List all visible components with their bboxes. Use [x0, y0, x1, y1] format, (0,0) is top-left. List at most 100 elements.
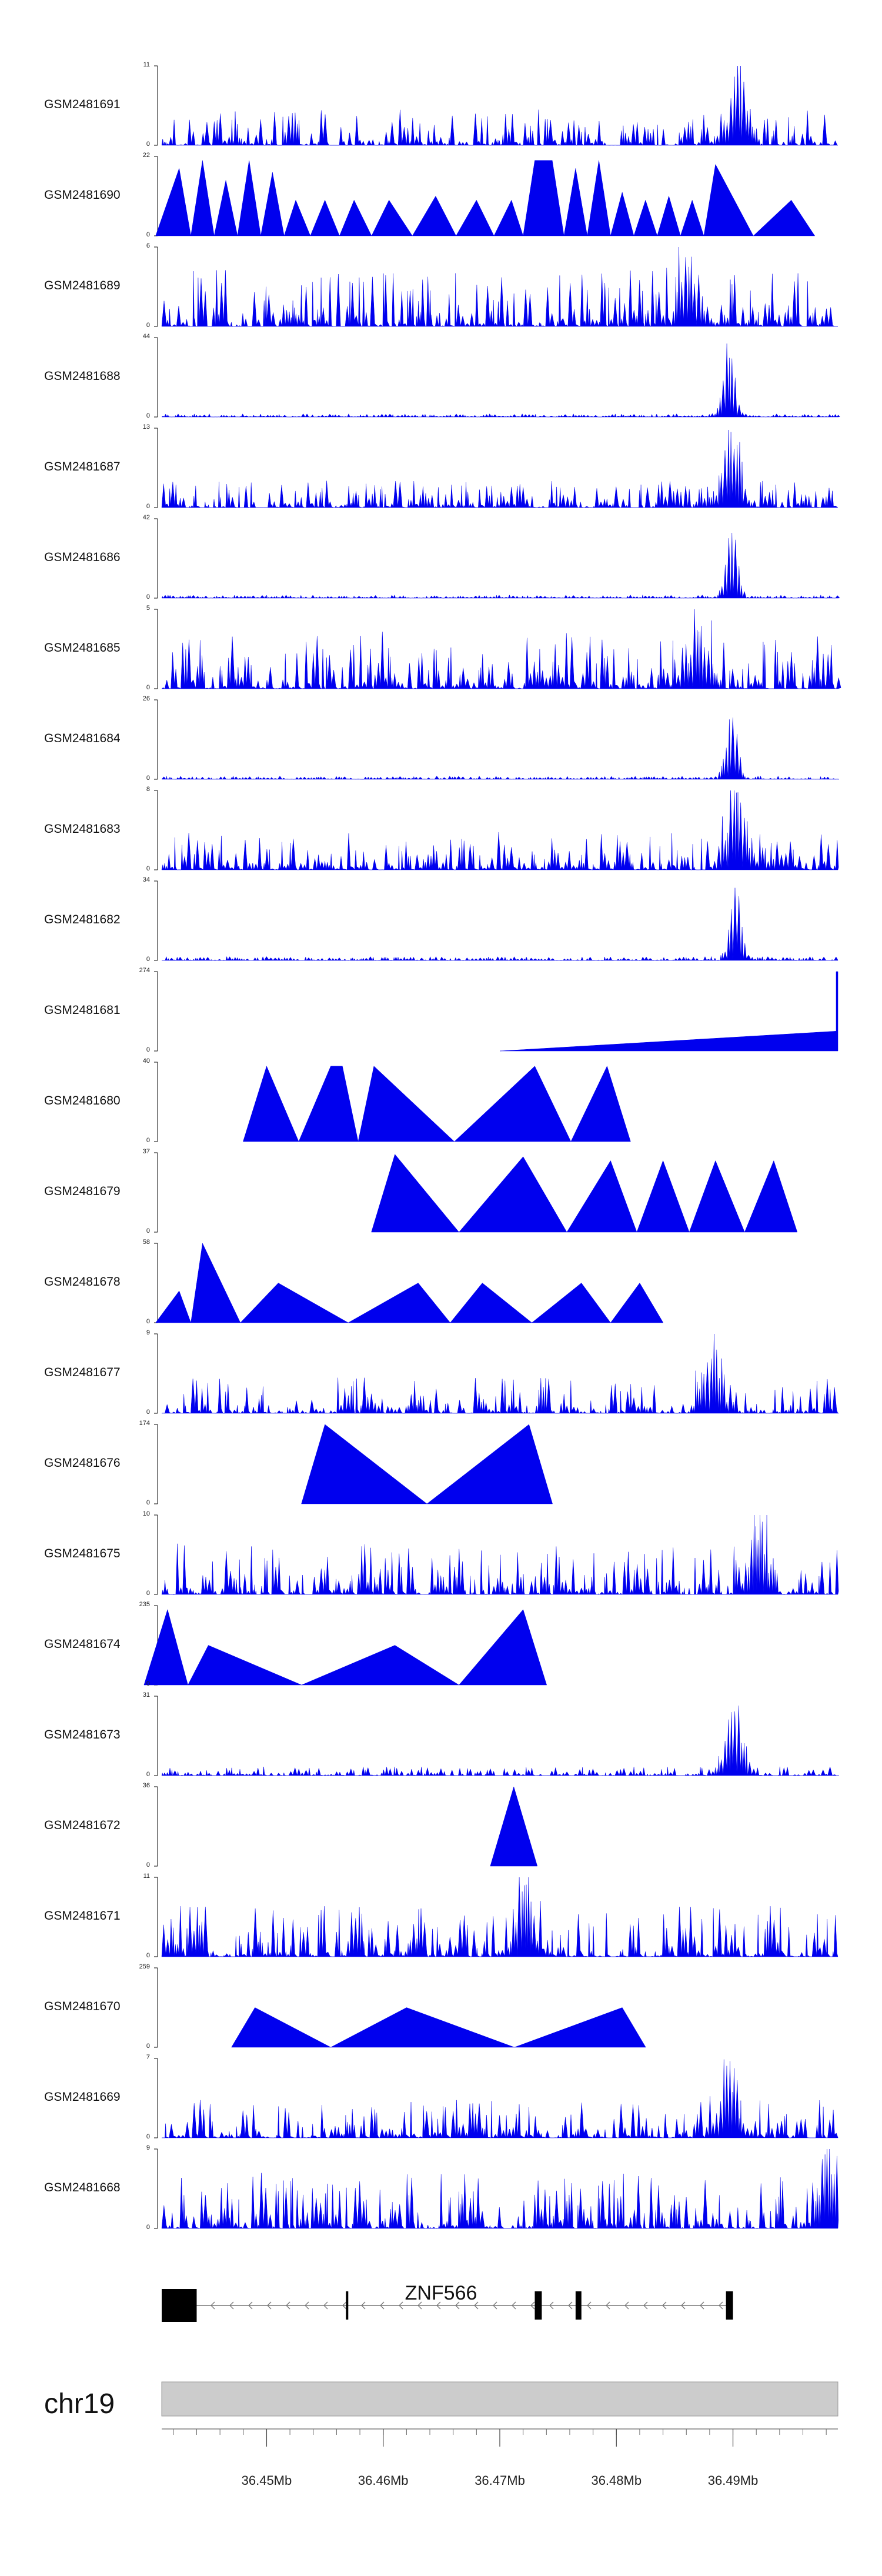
track-max-label: 8 [146, 786, 150, 793]
strand-arrow-icon [606, 2301, 610, 2310]
track-max-label: 11 [143, 1873, 150, 1880]
strand-arrow-icon [700, 2301, 704, 2310]
strand-arrow-icon [512, 2301, 516, 2310]
strand-arrow-icon [719, 2301, 723, 2310]
track-max-label: 58 [142, 1239, 150, 1246]
track-zero-label: 0 [146, 2133, 150, 2140]
coverage-series-GSM2481669 [161, 2059, 838, 2138]
track-zero-label: 0 [146, 593, 150, 600]
strand-arrow-icon [455, 2301, 460, 2310]
coverage-series-GSM2481680 [243, 1066, 631, 1142]
axis-tick-label: 36.46Mb [358, 2473, 409, 2488]
strand-arrow-icon [624, 2301, 629, 2310]
strand-arrow-icon [568, 2301, 573, 2310]
track-label-GSM2481668: GSM2481668 [44, 2180, 121, 2194]
track-label-GSM2481680: GSM2481680 [44, 1093, 121, 1107]
track-label-GSM2481670: GSM2481670 [44, 1999, 121, 2013]
track-max-label: 44 [142, 333, 150, 340]
coverage-series-GSM2481674 [143, 1609, 547, 1686]
chromosome-label: chr19 [44, 2388, 115, 2420]
track-max-label: 235 [139, 1601, 150, 1608]
track-zero-label: 0 [146, 141, 150, 148]
coverage-series-GSM2481676 [301, 1424, 553, 1504]
strand-arrow-icon [267, 2301, 272, 2310]
track-label-GSM2481686: GSM2481686 [44, 550, 121, 564]
track-zero-label: 0 [146, 1680, 150, 1687]
track-zero-label: 0 [146, 231, 150, 238]
strand-arrow-icon [342, 2301, 347, 2310]
track-label-GSM2481681: GSM2481681 [44, 1003, 121, 1017]
track-zero-label: 0 [146, 1137, 150, 1144]
coverage-series-GSM2481688 [161, 343, 840, 418]
track-label-GSM2481691: GSM2481691 [44, 97, 121, 111]
strand-arrow-icon [587, 2301, 592, 2310]
axis-tick-label: 36.49Mb [707, 2473, 759, 2488]
track-zero-label: 0 [146, 412, 150, 419]
track-label-GSM2481684: GSM2481684 [44, 731, 121, 745]
track-label-GSM2481672: GSM2481672 [44, 1818, 121, 1832]
track-zero-label: 0 [146, 1771, 150, 1778]
coverage-series-GSM2481682 [161, 887, 838, 961]
track-max-label: 174 [139, 1420, 150, 1427]
coverage-series-GSM2481677 [161, 1333, 840, 1414]
track-label-GSM2481675: GSM2481675 [44, 1546, 121, 1560]
track-zero-label: 0 [146, 956, 150, 963]
axis-tick-label: 36.48Mb [591, 2473, 642, 2488]
track-zero-label: 0 [146, 2224, 150, 2231]
strand-arrow-icon [662, 2301, 667, 2310]
coverage-series-GSM2481684 [161, 718, 839, 780]
coverage-series-GSM2481668 [161, 2148, 839, 2229]
track-label-GSM2481676: GSM2481676 [44, 1456, 121, 1470]
track-max-label: 31 [142, 1691, 150, 1699]
strand-arrow-icon [530, 2301, 535, 2310]
axis-tick-label: 36.45Mb [241, 2473, 292, 2488]
track-max-label: 36 [142, 1782, 150, 1789]
track-label-GSM2481669: GSM2481669 [44, 2090, 121, 2104]
track-max-label: 9 [146, 2144, 150, 2151]
track-zero-label: 0 [146, 1409, 150, 1416]
track-label-GSM2481685: GSM2481685 [44, 640, 121, 655]
track-max-label: 13 [142, 423, 150, 431]
strand-arrow-icon [493, 2301, 497, 2310]
strand-arrow-icon [681, 2301, 686, 2310]
gene-exon [346, 2291, 349, 2320]
strand-arrow-icon [323, 2301, 328, 2310]
strand-arrow-icon [305, 2301, 309, 2310]
coverage-series-GSM2481673 [161, 1705, 839, 1776]
coverage-series-GSM2481690 [155, 160, 816, 236]
strand-arrow-icon [211, 2301, 215, 2310]
track-zero-label: 0 [146, 1499, 150, 1506]
track-max-label: 42 [142, 514, 150, 521]
track-zero-label: 0 [146, 2043, 150, 2050]
coverage-series-GSM2481686 [161, 533, 840, 599]
track-label-GSM2481687: GSM2481687 [44, 459, 121, 473]
strand-arrow-icon [474, 2301, 479, 2310]
coverage-series-GSM2481670 [231, 2007, 646, 2048]
track-max-label: 22 [142, 152, 150, 159]
track-label-GSM2481674: GSM2481674 [44, 1637, 121, 1651]
track-max-label: 34 [142, 876, 150, 883]
coverage-series-GSM2481687 [161, 429, 838, 508]
chromosome-ideogram [161, 2381, 838, 2417]
coverage-series-GSM2481679 [371, 1154, 798, 1233]
gene-exon [726, 2291, 733, 2320]
track-label-GSM2481671: GSM2481671 [44, 1908, 121, 1923]
gene-exon [534, 2291, 542, 2320]
coverage-series-GSM2481671 [161, 1877, 838, 1957]
track-label-GSM2481690: GSM2481690 [44, 188, 121, 202]
track-max-label: 26 [142, 695, 150, 702]
track-label-GSM2481689: GSM2481689 [44, 278, 121, 292]
track-max-label: 7 [146, 2054, 150, 2061]
strand-arrow-icon [399, 2301, 403, 2310]
track-zero-label: 0 [146, 1046, 150, 1053]
coverage-series-GSM2481691 [161, 65, 838, 146]
strand-arrow-icon [436, 2301, 441, 2310]
coverage-series-GSM2481689 [161, 246, 838, 327]
coverage-series-GSM2481683 [161, 790, 839, 870]
track-zero-label: 0 [146, 1952, 150, 1959]
strand-arrow-icon [380, 2301, 385, 2310]
coverage-series-GSM2481672 [490, 1786, 538, 1867]
strand-arrow-icon [549, 2301, 554, 2310]
track-zero-label: 0 [146, 1861, 150, 1868]
